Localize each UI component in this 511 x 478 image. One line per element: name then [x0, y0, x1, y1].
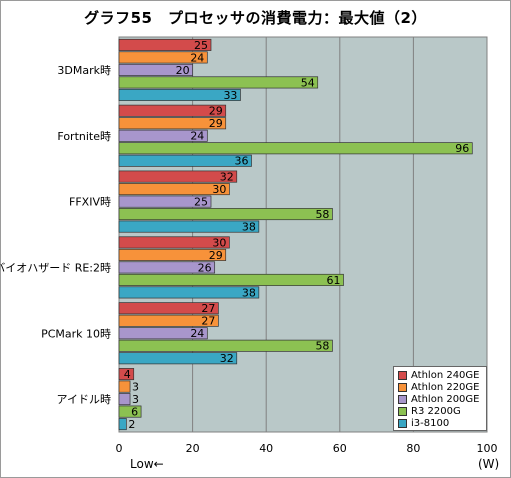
bar	[118, 302, 219, 315]
legend-swatch	[398, 407, 407, 417]
chart-title: グラフ55 プロセッサの消費電力：最大値（2）	[84, 9, 427, 27]
category-label: FFXIV時	[69, 196, 111, 209]
x-tick-label: 60	[333, 442, 347, 455]
x-tick-labels: 0 20 40 60 80 100	[116, 442, 498, 455]
category-label: バイオハザード RE:2時	[0, 261, 111, 274]
data-label: 33	[223, 89, 237, 102]
x-axis-unit: (W)	[478, 457, 500, 471]
data-label: 6	[131, 405, 138, 418]
x-tick-label: 20	[186, 442, 200, 455]
legend-swatch	[398, 370, 407, 380]
data-label: 2	[128, 418, 135, 431]
legend-swatch	[398, 419, 407, 429]
data-label: 61	[326, 274, 340, 287]
bar	[118, 380, 131, 393]
legend-item: R3 2200G	[398, 406, 486, 418]
data-label: 30	[212, 236, 226, 249]
bar	[118, 352, 238, 365]
data-label: 3	[132, 380, 139, 393]
data-label: 3	[132, 393, 139, 406]
legend-label: Athlon 240GE	[411, 369, 480, 381]
data-label: 38	[242, 220, 256, 233]
x-tick-label: 100	[477, 442, 498, 455]
data-label: 38	[242, 286, 256, 299]
data-label: 58	[315, 340, 329, 353]
bar	[118, 236, 230, 249]
category-label: PCMark 10時	[41, 327, 111, 340]
bar	[118, 261, 216, 274]
bar	[118, 117, 227, 130]
bar	[118, 368, 135, 381]
bar	[118, 393, 131, 406]
x-tick-label: 80	[406, 442, 420, 455]
legend: Athlon 240GE Athlon 220GE Athlon 200GE R3 2…	[393, 366, 487, 431]
bar	[118, 405, 142, 418]
bar	[118, 142, 473, 155]
data-labels: 2524205433292924963632302558383029266138…	[124, 39, 470, 431]
bar	[118, 195, 212, 208]
legend-item: Athlon 200GE	[398, 393, 486, 405]
bar	[118, 63, 193, 76]
data-label: 96	[455, 142, 469, 155]
data-label: 29	[209, 117, 223, 130]
x-tick-label: 40	[259, 442, 273, 455]
bar	[118, 76, 319, 89]
bar	[118, 339, 333, 352]
x-tick-label: 0	[116, 442, 123, 455]
bar	[118, 51, 208, 64]
data-label: 27	[201, 315, 215, 328]
legend-label: Athlon 220GE	[411, 381, 480, 393]
data-label: 4	[124, 368, 131, 381]
bar	[118, 104, 227, 117]
data-label: 26	[198, 261, 212, 274]
bar	[118, 38, 212, 51]
grid-lines	[192, 37, 414, 432]
bar	[118, 314, 219, 327]
legend-item: i3-8100	[398, 418, 486, 430]
low-note: Low←	[130, 457, 164, 471]
bar	[118, 248, 227, 261]
data-label: 25	[194, 195, 208, 208]
bar	[118, 88, 241, 101]
data-label: 29	[209, 249, 223, 262]
category-label: Fortnite時	[57, 130, 111, 143]
bar	[118, 170, 238, 183]
data-label: 27	[201, 302, 215, 315]
legend-swatch	[398, 394, 407, 404]
category-label: アイドル時	[57, 393, 111, 406]
legend-swatch	[398, 382, 407, 392]
data-label: 32	[220, 170, 234, 183]
bar	[118, 286, 260, 299]
category-label: 3DMark時	[57, 64, 111, 77]
legend-label: Athlon 200GE	[411, 393, 480, 405]
data-label: 58	[315, 208, 329, 221]
data-label: 29	[209, 105, 223, 118]
bar	[118, 327, 208, 340]
data-label: 24	[190, 130, 204, 143]
bar	[118, 220, 260, 233]
legend-item: Athlon 240GE	[398, 369, 486, 381]
data-label: 54	[301, 76, 315, 89]
data-label: 20	[176, 64, 190, 77]
bar	[118, 183, 230, 196]
bar-series	[118, 38, 473, 431]
bar	[118, 129, 208, 142]
bar	[118, 154, 252, 167]
bar	[118, 418, 127, 431]
data-label: 30	[212, 183, 226, 196]
data-label: 24	[190, 327, 204, 340]
bar	[118, 273, 344, 286]
data-label: 25	[194, 39, 208, 52]
bar	[118, 208, 333, 221]
data-label: 24	[190, 51, 204, 64]
legend-item: Athlon 220GE	[398, 381, 486, 393]
data-label: 32	[220, 352, 234, 365]
data-label: 36	[234, 155, 248, 168]
legend-label: R3 2200G	[411, 406, 461, 418]
legend-label: i3-8100	[411, 418, 450, 430]
